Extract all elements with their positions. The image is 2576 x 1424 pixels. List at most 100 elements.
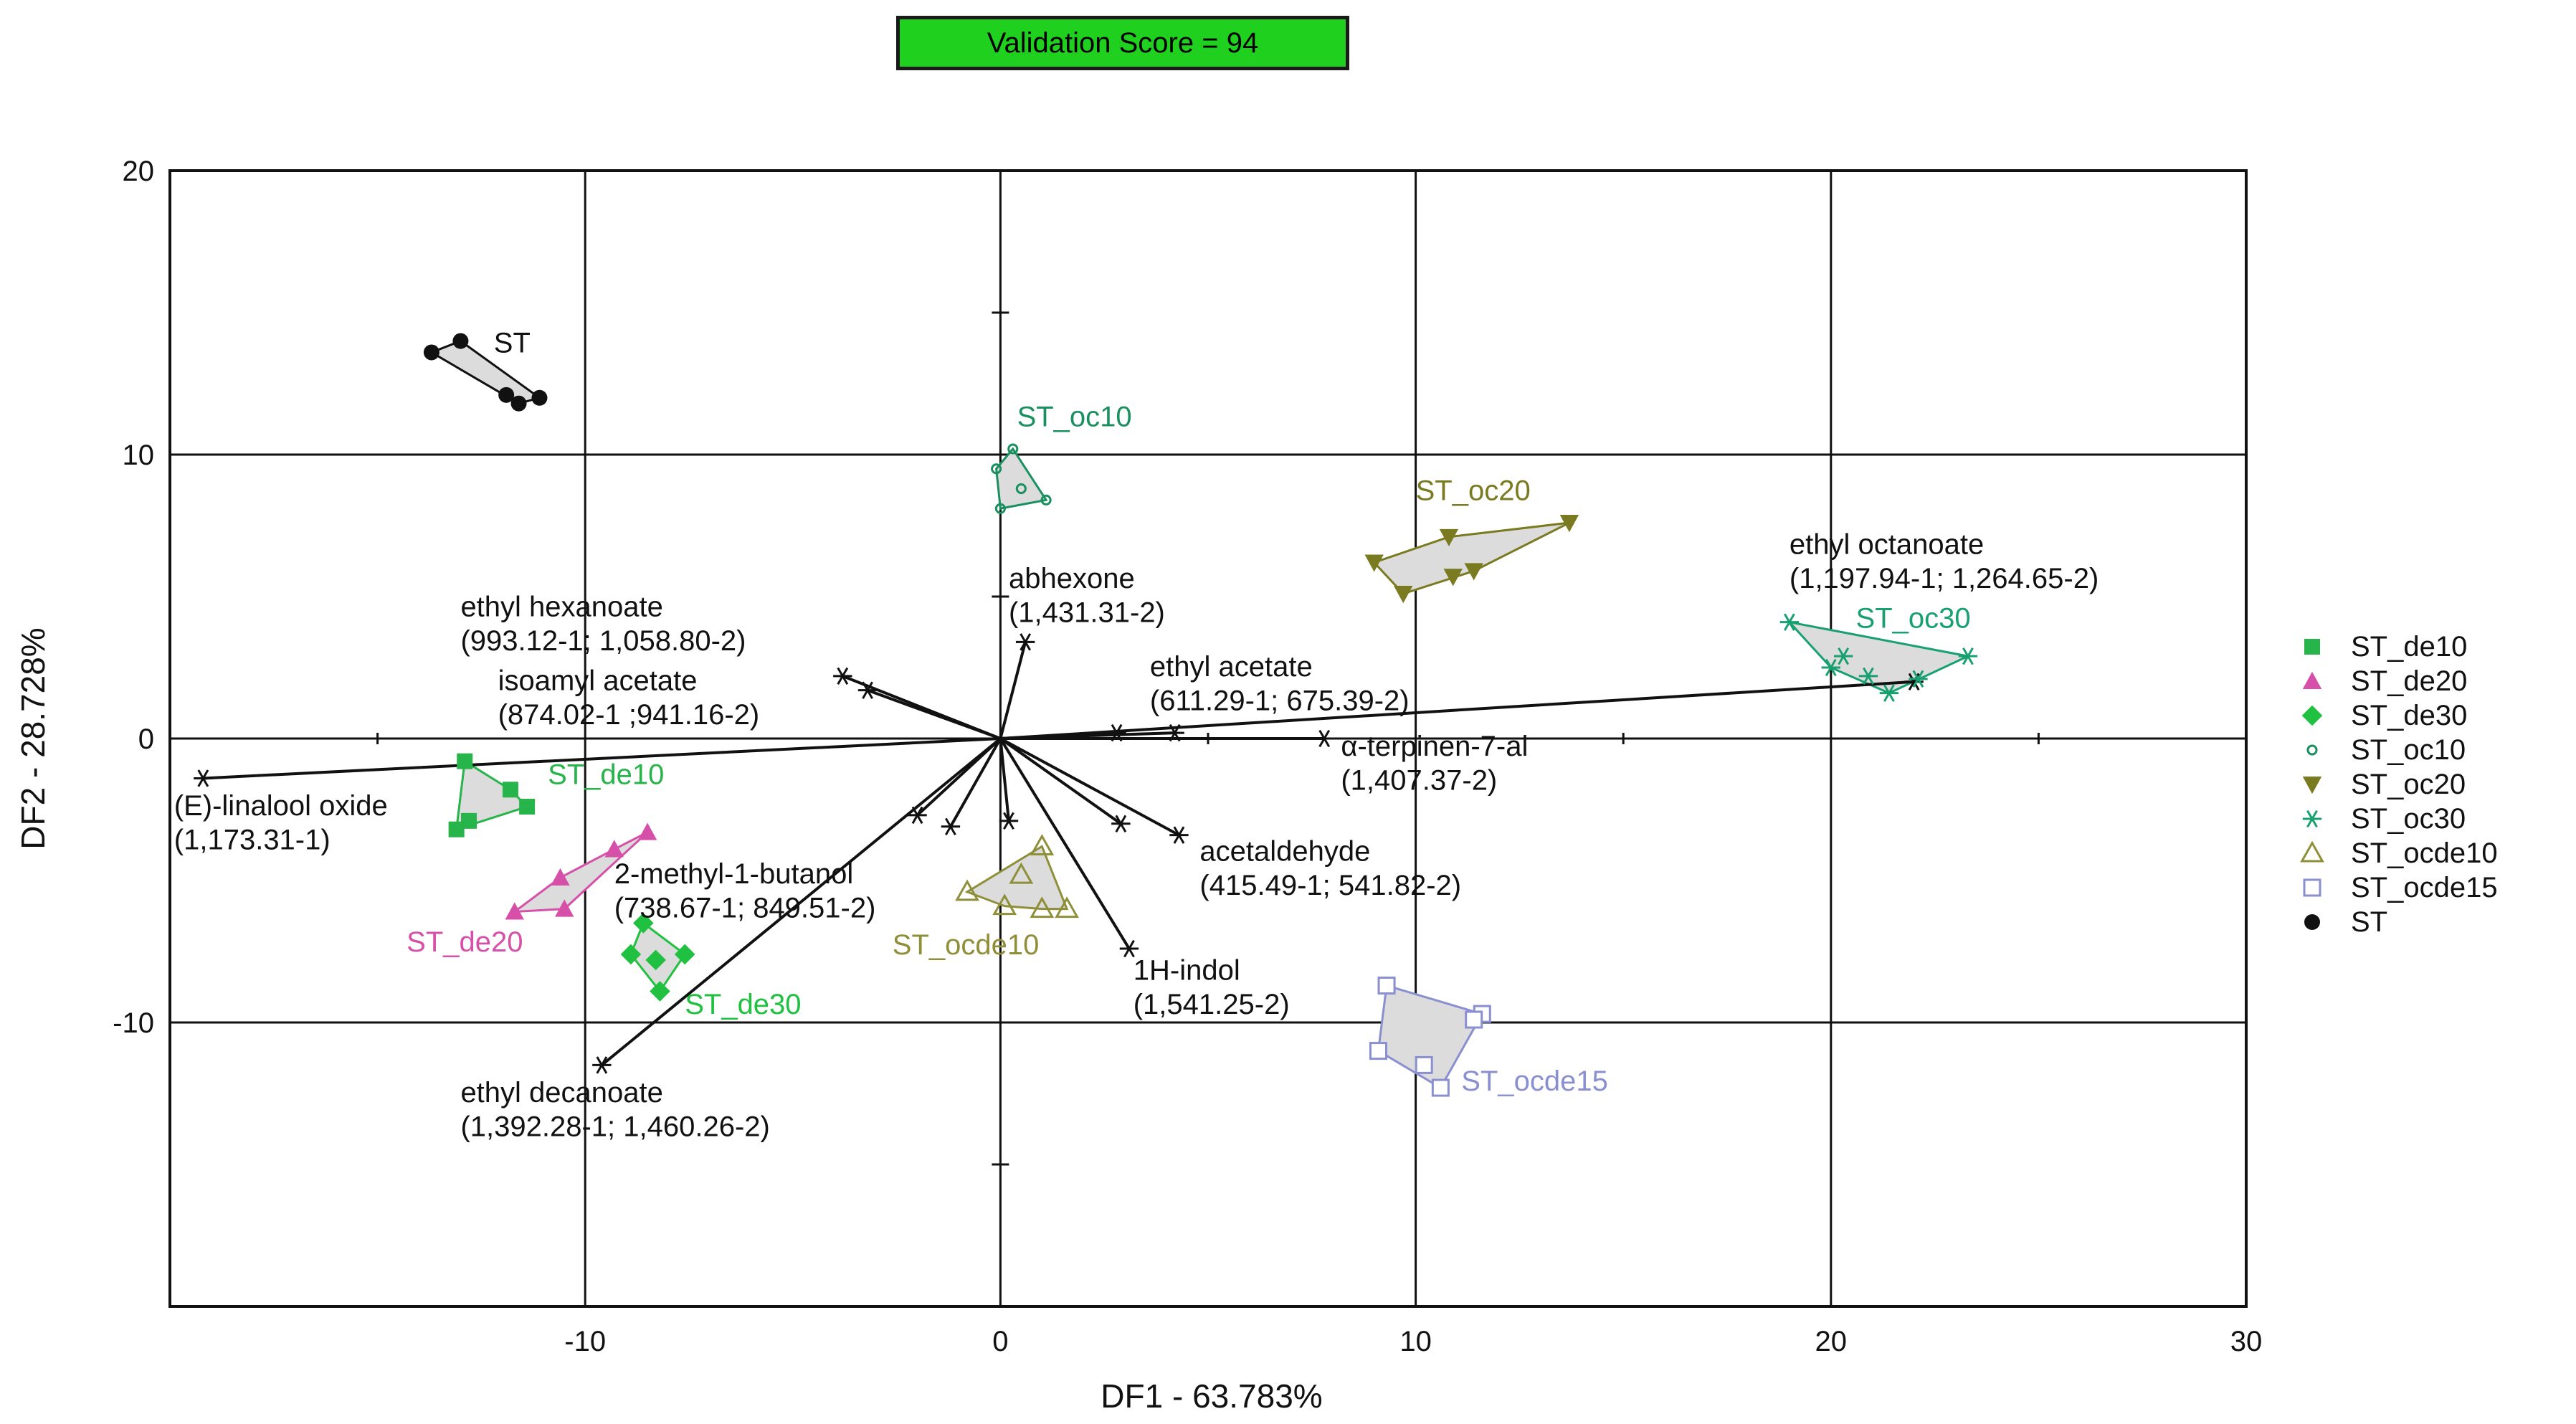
- vector-end-marker: [833, 667, 852, 685]
- asterisk-stroke: [1111, 723, 1123, 742]
- legend: ST_de10 ST_de20 ST_de30 ST_oc10 ST_oc20 ST_oc…: [2291, 630, 2498, 939]
- legend-label: ST_oc10: [2351, 734, 2466, 766]
- vector-end-marker: [1169, 826, 1189, 844]
- data-point-st: [498, 386, 515, 403]
- legend-marker: [2304, 914, 2320, 930]
- data-point-st-ocde15: [1431, 1078, 1450, 1097]
- legend-item-st-de10: ST_de10: [2291, 630, 2498, 664]
- vector-line: [999, 737, 1122, 825]
- asterisk-stroke: [1912, 670, 1924, 688]
- data-point-st-de30: [620, 944, 642, 965]
- legend-marker: [2304, 639, 2320, 655]
- legend-label: ST_oc20: [2351, 768, 2466, 800]
- vector-end-marker: [1119, 939, 1139, 958]
- legend-item-st: ST: [2291, 905, 2498, 939]
- data-point-st-oc20: [1439, 528, 1459, 547]
- data-point-st: [452, 333, 469, 349]
- legend-marker: [2301, 705, 2323, 726]
- legend-marker-icon: [2302, 777, 2322, 794]
- vector-end-marker: [592, 1056, 612, 1074]
- data-point-st-ocde10: [1030, 896, 1055, 919]
- asterisk-stroke: [2306, 810, 2318, 828]
- x-tick-label: 0: [992, 1326, 1008, 1357]
- vector-line: [949, 738, 1002, 827]
- vector-end-marker: [1111, 815, 1131, 832]
- legend-marker-icon: [2304, 639, 2320, 655]
- asterisk-stroke: [944, 817, 956, 835]
- legend-label: ST_oc30: [2351, 802, 2466, 835]
- asterisk-stroke: [1783, 613, 1795, 631]
- data-point-st-de20: [604, 840, 624, 858]
- asterisk-stroke: [862, 681, 873, 699]
- asterisk-stroke: [197, 769, 209, 787]
- group-label-st: ST: [494, 327, 531, 359]
- data-point-st-de10: [457, 753, 473, 769]
- data-point-st-de10: [502, 782, 518, 798]
- vector-end-marker: [908, 806, 927, 825]
- data-point-st-oc30: [1833, 647, 1853, 665]
- vector-line: [601, 737, 1002, 1066]
- legend-marker-icon: [2301, 705, 2323, 726]
- asterisk-stroke: [1115, 815, 1127, 832]
- group-label-st-oc20: ST_oc20: [1416, 475, 1531, 506]
- legend-marker: [2302, 810, 2322, 828]
- vector-value: (611.29-1; 675.39-2): [1150, 685, 1410, 716]
- group-label-st-de30: ST_de30: [685, 989, 801, 1020]
- data-point-st-de20: [505, 902, 524, 920]
- legend-label: ST_de10: [2351, 630, 2468, 663]
- asterisk-stroke: [1173, 826, 1185, 844]
- legend-item-st-oc10: ST_oc10: [2291, 733, 2498, 767]
- data-point-st-oc10: [994, 503, 1006, 514]
- vector-label: ethyl decanoate: [460, 1077, 662, 1109]
- legend-label: ST_ocde15: [2351, 871, 2498, 903]
- legend-marker: [2306, 744, 2318, 756]
- x-axis-title: DF1 - 63.783%: [1101, 1377, 1323, 1415]
- data-point-st-oc30: [1779, 613, 1800, 631]
- vector-label: ethyl octanoate: [1790, 529, 1984, 561]
- vector-end-marker: [1314, 729, 1334, 748]
- vector-line: [916, 737, 1002, 817]
- y-tick-label: 0: [138, 723, 154, 755]
- data-point-st: [423, 344, 439, 361]
- y-tick-label: 20: [123, 156, 155, 187]
- data-point-st-oc20: [1464, 563, 1483, 581]
- legend-item-st-ocde10: ST_ocde10: [2291, 836, 2498, 870]
- legend-marker-icon: [2302, 671, 2322, 689]
- vector-value: (1,541.25-2): [1133, 989, 1290, 1020]
- vector-label: α-terpinen-7-al: [1341, 731, 1528, 762]
- asterisk-stroke: [1825, 658, 1837, 677]
- data-point-st-ocde10: [1030, 834, 1055, 855]
- x-tick-label: 10: [1399, 1326, 1432, 1357]
- asterisk-stroke: [1318, 729, 1331, 748]
- data-point-st-de10: [519, 799, 536, 815]
- asterisk-stroke: [837, 667, 849, 685]
- vector-value: (993.12-1; 1,058.80-2): [460, 625, 746, 657]
- legend-marker: [2300, 840, 2324, 863]
- group-label-st-ocde10: ST_ocde10: [893, 929, 1040, 961]
- data-point-st-de20: [551, 868, 570, 886]
- legend-marker-icon: [2306, 744, 2318, 756]
- vector-end-marker: [1015, 633, 1035, 651]
- legend-item-st-ocde15: ST_ocde15: [2291, 870, 2498, 905]
- asterisk-stroke: [1123, 939, 1135, 958]
- data-point-st-de30: [645, 949, 666, 971]
- data-point-st-de30: [674, 944, 695, 965]
- asterisk-stroke: [1003, 812, 1014, 830]
- group-label-st-de20: ST_de20: [407, 926, 523, 958]
- legend-marker-icon: [2304, 914, 2320, 930]
- data-point-st-de30: [632, 913, 654, 934]
- data-point-st-ocde15: [1377, 977, 1396, 995]
- group-hull-st-oc20: [1372, 521, 1570, 595]
- group-hull-st-ocde10: [964, 845, 1069, 911]
- vector-value: (1,197.94-1; 1,264.65-2): [1790, 563, 2099, 594]
- vector-line: [999, 737, 1180, 837]
- vector-line: [999, 641, 1027, 739]
- vector-value: (1,431.31-2): [1009, 597, 1165, 629]
- vector-line: [999, 737, 1131, 950]
- asterisk-stroke: [596, 1056, 608, 1074]
- asterisk-stroke: [1020, 633, 1032, 651]
- asterisk-stroke: [911, 806, 923, 825]
- vector-value: (874.02-1 ;941.16-2): [498, 699, 760, 731]
- data-point-st-oc30: [1958, 647, 1978, 665]
